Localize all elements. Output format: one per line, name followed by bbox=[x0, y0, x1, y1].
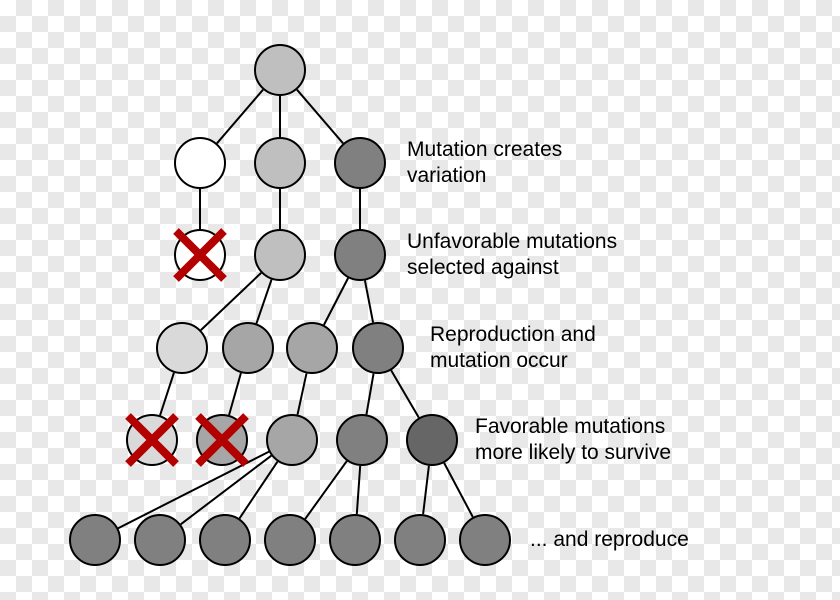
tree-node bbox=[459, 514, 511, 566]
row-caption: Favorable mutations more likely to survi… bbox=[475, 414, 671, 467]
edge bbox=[444, 463, 473, 517]
tree-node bbox=[334, 229, 386, 281]
tree-node bbox=[264, 514, 316, 566]
tree-node bbox=[406, 414, 458, 466]
tree-node bbox=[352, 322, 404, 374]
edge bbox=[324, 278, 348, 325]
tree-node bbox=[156, 322, 208, 374]
tree-node bbox=[254, 137, 306, 189]
edge bbox=[229, 373, 241, 415]
tree-node bbox=[222, 322, 274, 374]
tree-node bbox=[334, 137, 386, 189]
edge bbox=[297, 90, 343, 144]
edge bbox=[357, 466, 360, 514]
tree-node bbox=[69, 514, 121, 566]
tree-node bbox=[174, 137, 226, 189]
edge bbox=[305, 461, 347, 519]
edge bbox=[239, 462, 277, 519]
tree-node bbox=[199, 514, 251, 566]
tree-node bbox=[134, 514, 186, 566]
edge bbox=[217, 90, 263, 144]
row-caption: Mutation creates variation bbox=[407, 137, 562, 190]
tree-node bbox=[336, 414, 388, 466]
natural-selection-diagram: Mutation creates variation Unfavorable mu… bbox=[0, 0, 840, 600]
edge-layer bbox=[0, 0, 840, 600]
tree-node bbox=[329, 514, 381, 566]
edge bbox=[423, 466, 429, 514]
tree-node bbox=[394, 514, 446, 566]
edge bbox=[160, 373, 174, 416]
tree-node bbox=[286, 322, 338, 374]
row-caption: Reproduction and mutation occur bbox=[430, 322, 596, 375]
edge bbox=[366, 374, 373, 415]
row-caption: ... and reproduce bbox=[530, 527, 689, 553]
edge bbox=[391, 370, 419, 417]
tree-node bbox=[254, 229, 306, 281]
tree-node bbox=[266, 414, 318, 466]
tree-node bbox=[254, 44, 306, 96]
edge bbox=[298, 373, 307, 414]
edge bbox=[365, 281, 373, 323]
tree-node bbox=[174, 229, 226, 281]
tree-node bbox=[126, 414, 178, 466]
edge bbox=[256, 280, 271, 324]
row-caption: Unfavorable mutations selected against bbox=[407, 229, 617, 282]
tree-node bbox=[196, 414, 248, 466]
